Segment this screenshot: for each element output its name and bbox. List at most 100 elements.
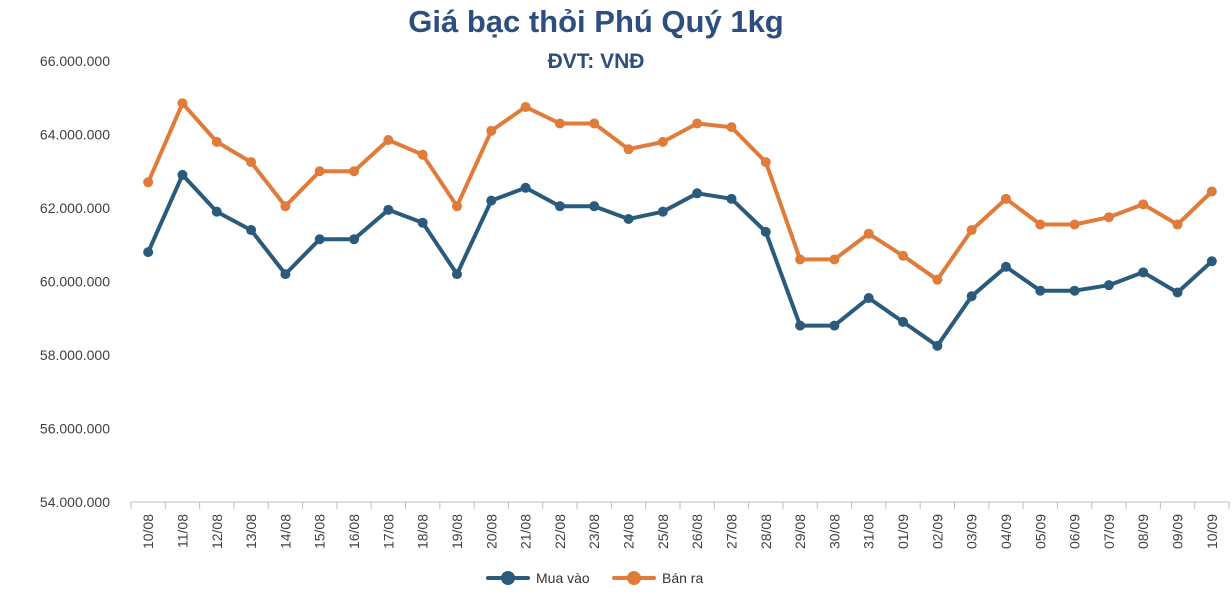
data-point-mua-vao: [1069, 285, 1080, 296]
data-point-ban-ra: [623, 144, 634, 155]
data-point-mua-vao: [692, 188, 703, 199]
data-point-mua-vao: [1172, 287, 1183, 298]
data-point-mua-vao: [829, 320, 840, 331]
x-tick-label: 25/08: [655, 514, 671, 549]
data-point-mua-vao: [451, 269, 462, 280]
data-point-ban-ra: [1103, 212, 1114, 223]
y-tick-label: 58.000.000: [40, 347, 110, 363]
data-point-mua-vao: [589, 201, 600, 212]
x-tick-label: 26/08: [689, 514, 705, 549]
data-point-ban-ra: [795, 254, 806, 265]
data-point-mua-vao: [211, 206, 222, 217]
legend-item-mua-vao: Mua vào: [486, 570, 590, 586]
data-point-mua-vao: [932, 340, 943, 351]
y-tick-label: 56.000.000: [40, 421, 110, 437]
data-point-ban-ra: [177, 98, 188, 109]
data-point-ban-ra: [349, 166, 360, 177]
x-tick-label: 03/09: [964, 514, 980, 549]
legend-label-ban-ra: Bán ra: [662, 570, 704, 586]
data-point-mua-vao: [554, 201, 565, 212]
series-line-mua-vao: [146, 172, 1214, 348]
x-tick-label: 18/08: [415, 514, 431, 549]
y-tick-label: 62.000.000: [40, 200, 110, 216]
data-point-mua-vao: [314, 234, 325, 245]
data-point-ban-ra: [383, 135, 394, 146]
y-tick-label: 54.000.000: [40, 494, 110, 510]
x-tick-label: 24/08: [621, 514, 637, 549]
data-point-mua-vao: [898, 316, 909, 327]
x-tick-label: 19/08: [449, 514, 465, 549]
x-tick-label: 21/08: [518, 514, 534, 549]
data-point-ban-ra: [898, 250, 909, 261]
data-point-ban-ra: [692, 118, 703, 129]
x-tick-label: 16/08: [346, 514, 362, 549]
x-tick-label: 07/09: [1101, 514, 1117, 549]
data-point-mua-vao: [177, 169, 188, 180]
data-point-ban-ra: [246, 157, 257, 168]
data-point-ban-ra: [1138, 199, 1149, 210]
legend-swatch-mua-vao: [486, 571, 530, 585]
legend-label-mua-vao: Mua vào: [536, 570, 590, 586]
x-tick-label: 11/08: [174, 514, 190, 548]
legend-swatch-ban-ra: [612, 571, 656, 585]
data-point-ban-ra: [589, 118, 600, 129]
data-point-ban-ra: [280, 201, 291, 212]
data-point-ban-ra: [1069, 219, 1080, 230]
data-point-ban-ra: [726, 122, 737, 133]
data-point-mua-vao: [1035, 285, 1046, 296]
x-tick-label: 27/08: [723, 514, 739, 549]
data-point-ban-ra: [932, 274, 943, 285]
line-chart: 54.000.000 56.000.000 58.000.000 60.000.000…: [40, 53, 1230, 549]
data-point-mua-vao: [623, 214, 634, 225]
data-point-ban-ra: [863, 228, 874, 239]
y-tick-label: 60.000.000: [40, 274, 110, 290]
data-point-ban-ra: [657, 136, 668, 147]
x-tick-label: 17/08: [380, 514, 396, 549]
x-tick-label: 05/09: [1032, 514, 1048, 549]
data-point-ban-ra: [417, 149, 428, 160]
x-tick-label: 13/08: [243, 514, 259, 549]
data-point-mua-vao: [1103, 280, 1114, 291]
data-point-ban-ra: [520, 101, 531, 112]
data-point-ban-ra: [143, 177, 154, 188]
data-point-ban-ra: [760, 157, 771, 168]
x-tick-label: 02/09: [929, 514, 945, 549]
data-point-ban-ra: [1000, 193, 1011, 204]
x-tick-label: 10/08: [140, 514, 156, 549]
data-point-mua-vao: [246, 225, 257, 236]
data-point-mua-vao: [863, 293, 874, 304]
x-tick-label: 31/08: [861, 514, 877, 549]
x-tick-label: 01/09: [895, 514, 911, 549]
data-point-ban-ra: [1206, 186, 1217, 197]
data-point-mua-vao: [726, 193, 737, 204]
data-point-ban-ra: [1035, 219, 1046, 230]
x-tick-label: 10/09: [1204, 514, 1220, 549]
data-point-ban-ra: [554, 118, 565, 129]
x-tick-label: 20/08: [483, 514, 499, 549]
data-point-mua-vao: [520, 182, 531, 193]
data-point-ban-ra: [486, 125, 497, 136]
x-tick-label: 06/09: [1067, 514, 1083, 549]
data-point-mua-vao: [143, 247, 154, 258]
x-tick-label: 12/08: [209, 514, 225, 549]
y-tick-label: 66.000.000: [40, 53, 110, 69]
data-point-ban-ra: [451, 201, 462, 212]
data-point-mua-vao: [280, 269, 291, 280]
data-point-ban-ra: [314, 166, 325, 177]
data-point-mua-vao: [1206, 256, 1217, 267]
chart-legend: Mua vào Bán ra: [0, 570, 1232, 594]
x-tick-label: 30/08: [826, 514, 842, 549]
data-point-ban-ra: [1172, 219, 1183, 230]
data-point-mua-vao: [760, 226, 771, 237]
x-tick-label: 29/08: [792, 514, 808, 549]
x-tick-label: 04/09: [998, 514, 1014, 549]
x-tick-label: 08/09: [1135, 514, 1151, 549]
x-tick-label: 09/09: [1170, 514, 1186, 549]
x-tick-label: 28/08: [758, 514, 774, 549]
x-tick-label: 15/08: [312, 514, 328, 549]
data-point-mua-vao: [1000, 261, 1011, 272]
chart-subtitle: ĐVT: VNĐ: [547, 50, 645, 73]
legend-item-ban-ra: Bán ra: [612, 570, 703, 586]
chart-title: Giá bạc thỏi Phú Quý 1kg: [408, 4, 784, 39]
x-tick-label: 22/08: [552, 514, 568, 549]
